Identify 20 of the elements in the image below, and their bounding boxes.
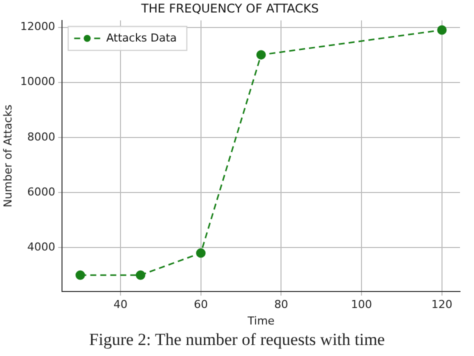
- y-tick-label: 12000: [20, 20, 56, 34]
- y-axis-title: Number of Attacks: [1, 104, 14, 208]
- point: [196, 248, 206, 258]
- x-tick-label: 60: [194, 298, 208, 312]
- point: [437, 25, 447, 35]
- chart-title: THE FREQUENCY OF ATTACKS: [140, 1, 319, 16]
- x-tick-label: 100: [351, 298, 372, 312]
- point: [256, 50, 266, 60]
- point: [76, 270, 86, 280]
- caption: Figure 2: The number of requests with time: [88, 330, 386, 350]
- y-tick-label: 10000: [20, 75, 56, 88]
- y-tick-label: 6000: [27, 185, 56, 198]
- x-tick-label: 80: [274, 298, 288, 312]
- x-tick-label: 120: [431, 298, 452, 312]
- x-axis-title: Time: [246, 314, 275, 328]
- point: [136, 270, 146, 280]
- x-tick-label: 40: [113, 298, 128, 312]
- legend-label: Attacks Data: [106, 31, 177, 44]
- y-tick-label: 4000: [27, 240, 56, 254]
- y-tick-label: 8000: [27, 130, 56, 144]
